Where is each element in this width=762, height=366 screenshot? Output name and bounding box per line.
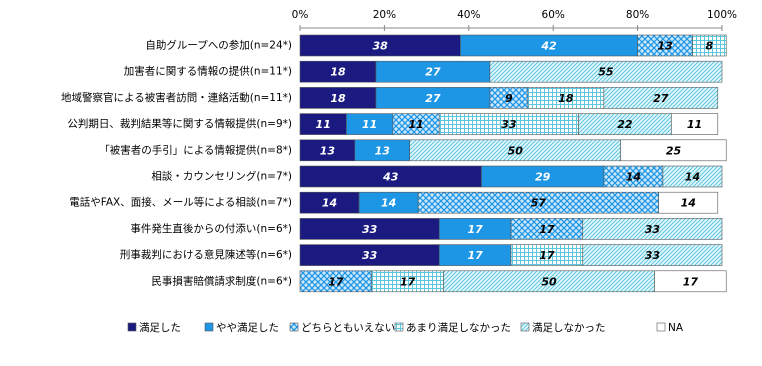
value-label: 11 [316, 118, 331, 131]
legend-swatch [289, 322, 299, 332]
x-tick-label: 60% [542, 9, 565, 21]
value-label: 14 [626, 171, 641, 184]
value-label: 17 [683, 275, 699, 288]
legend-label: 満足しなかった [532, 322, 606, 334]
category-label: 民事損害賠償請求制度(n=6*) [151, 274, 292, 287]
value-label: 11 [362, 118, 377, 131]
value-label: 13 [320, 144, 336, 157]
category-label: 加害者に関する情報の提供(n=11*) [124, 65, 292, 78]
value-label: 33 [645, 223, 661, 236]
category-label: 事件発生直後からの付添い(n=6*) [130, 222, 292, 235]
x-tick-label: 100% [707, 9, 737, 21]
value-label: 38 [373, 40, 389, 53]
bar-segment [489, 60, 723, 83]
value-label: 33 [645, 249, 661, 262]
bar-segment [671, 113, 719, 135]
value-label: 11 [408, 118, 423, 131]
value-label: 27 [425, 92, 441, 105]
bar-segment [603, 87, 719, 109]
category-label: 刑事裁判における意見陳述等(n=6*) [120, 248, 292, 261]
value-label: 55 [598, 66, 614, 79]
category-label: 地域警察官による被害者訪問・連絡活動(n=11*) [61, 91, 292, 104]
value-label: 14 [681, 197, 696, 210]
value-label: 17 [328, 275, 344, 288]
value-label: 17 [539, 249, 555, 262]
value-label: 13 [375, 144, 391, 157]
value-label: 9 [505, 92, 513, 105]
bar-segment [692, 34, 727, 57]
value-label: 29 [535, 171, 551, 184]
category-label: 自助グループへの参加(n=24*) [145, 39, 292, 52]
legend-label: あまり満足しなかった [406, 322, 511, 334]
category-label: 電話やFAX、面接、メール等による相談(n=7*) [69, 196, 292, 209]
legend-swatch [656, 322, 666, 332]
value-label: 14 [381, 197, 396, 210]
value-label: 8 [706, 40, 714, 53]
x-tick-label: 20% [373, 9, 396, 21]
value-label: 18 [330, 92, 346, 105]
category-label: 公判期日、裁判結果等に関する情報提供(n=9*) [67, 117, 292, 130]
value-label: 43 [382, 171, 399, 184]
value-label: 17 [400, 275, 416, 288]
x-tick-label: 0% [292, 9, 309, 21]
bar-segment [658, 191, 719, 214]
value-label: 33 [362, 249, 378, 262]
legend-swatch [520, 322, 530, 332]
x-tick-label: 80% [626, 9, 649, 21]
legend-swatch [204, 322, 214, 332]
value-label: 33 [362, 223, 378, 236]
value-label: 17 [467, 223, 483, 236]
bar-segment [654, 270, 727, 293]
value-label: 13 [657, 40, 673, 53]
value-label: 14 [322, 197, 337, 210]
legend-swatch [127, 322, 137, 332]
x-tick-label: 40% [457, 9, 480, 21]
legend-label: やや満足した [216, 322, 279, 334]
value-label: 22 [617, 118, 633, 131]
legend-label: どちらともいえない [301, 322, 395, 334]
value-label: 50 [541, 275, 557, 288]
category-label: 相談・カウンセリング(n=7*) [151, 170, 292, 183]
bar-segment [582, 244, 723, 266]
bar-segment [662, 165, 723, 188]
value-label: 27 [653, 92, 669, 105]
value-label: 57 [531, 197, 547, 210]
value-label: 18 [558, 92, 574, 105]
bar-segment [620, 139, 727, 162]
legend-label: NA [668, 322, 684, 334]
value-label: 14 [685, 171, 700, 184]
value-label: 27 [425, 66, 441, 79]
legend-label: 満足した [139, 322, 181, 334]
value-label: 50 [508, 144, 524, 157]
value-label: 33 [501, 118, 517, 131]
value-label: 17 [467, 249, 483, 262]
value-label: 25 [666, 144, 682, 157]
value-label: 18 [330, 66, 346, 79]
value-label: 17 [539, 223, 555, 236]
bar-segment [582, 218, 723, 240]
legend-swatch [394, 322, 404, 332]
value-label: 42 [540, 40, 557, 53]
value-label: 11 [687, 118, 702, 131]
category-label: 「被害者の手引」による情報提供(n=8*) [99, 143, 292, 156]
